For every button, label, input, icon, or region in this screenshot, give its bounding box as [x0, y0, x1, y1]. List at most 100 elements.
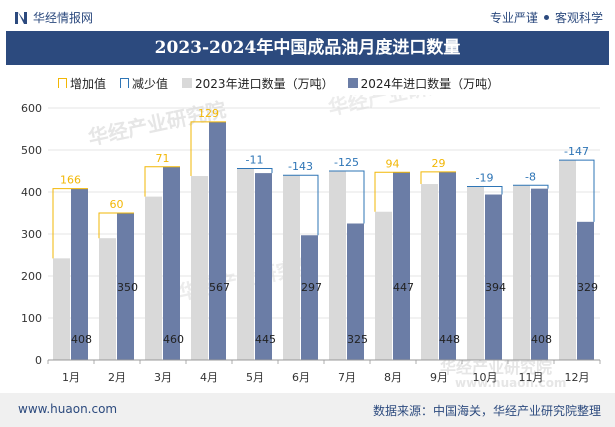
bullet-icon [543, 15, 549, 20]
bar-2023 [421, 184, 438, 360]
bar-2024 [531, 188, 548, 360]
bar-2024 [71, 188, 88, 360]
bar-2023 [237, 168, 254, 360]
bar-2024-value-label: 350 [117, 281, 138, 294]
bar-2024 [301, 235, 318, 360]
x-tick-label: 3月 [154, 371, 172, 384]
bar-2023 [467, 186, 484, 360]
bar-2024 [577, 221, 594, 360]
bar-2024-value-label: 408 [531, 333, 552, 346]
slogan-1: 专业严谨 [489, 11, 538, 25]
y-tick-label: 300 [21, 228, 42, 241]
change-value-label: 71 [156, 152, 170, 165]
x-tick-label: 11月 [519, 371, 544, 384]
x-tick-label: 9月 [430, 371, 448, 384]
slogan-2: 客观科学 [554, 11, 603, 25]
decrease-bracket [467, 186, 503, 195]
x-tick-label: 10月 [473, 371, 498, 384]
y-tick-label: 100 [21, 312, 42, 325]
bar-2024 [485, 194, 502, 360]
increase-bracket [98, 212, 134, 239]
watermark-text: 华经产业研究院 [326, 95, 468, 120]
bar-2024-value-label: 329 [577, 281, 598, 294]
watermark-text: 华经产业研究院 [86, 97, 228, 150]
watermark-url: www.huaon.com [455, 376, 566, 390]
increase-bracket [144, 166, 180, 197]
bar-2023 [191, 176, 208, 360]
decrease-bracket [513, 184, 549, 189]
increase-swatch [58, 78, 67, 88]
legend-item-decrease: 减少值 [120, 75, 168, 92]
footer: www.huaon.com 数据来源：中国海关，华经产业研究院整理 [0, 393, 615, 427]
change-value-label: -11 [246, 153, 264, 166]
change-value-label: 94 [386, 157, 400, 170]
bar-2024-value-label: 394 [485, 281, 506, 294]
bar-2023 [375, 211, 392, 360]
change-value-label: -8 [525, 170, 536, 183]
bar-2023 [329, 171, 346, 360]
bar-2024-value-label: 297 [301, 281, 322, 294]
change-value-label: -19 [476, 172, 494, 185]
bar-2023 [283, 175, 300, 360]
increase-bracket [374, 171, 410, 212]
bar-chart: 华经产业研究院华经产业研究院华经产业研究院华经产业研究院www.huaon.co… [21, 95, 601, 390]
bar-2024-value-label: 447 [393, 281, 414, 294]
chart-legend: 增加值 减少值 2023年进口数量（万吨） 2024年进口数量（万吨） [58, 73, 513, 93]
bar-2023 [559, 160, 576, 360]
series-2024-swatch [347, 78, 358, 88]
x-tick-label: 6月 [292, 371, 310, 384]
x-tick-label: 7月 [338, 371, 356, 384]
bar-2024 [163, 166, 180, 360]
bar-2024-value-label: 408 [71, 333, 92, 346]
bar-2024-value-label: 325 [347, 333, 368, 346]
x-tick-label: 1月 [62, 371, 80, 384]
increase-bracket [52, 188, 88, 259]
change-value-label: 60 [110, 198, 124, 211]
footer-source: 数据来源：中国海关，华经产业研究院整理 [372, 404, 601, 418]
bar-2023 [145, 196, 162, 360]
change-value-label: -125 [334, 156, 359, 169]
x-tick-label: 4月 [200, 371, 218, 384]
x-tick-label: 12月 [565, 371, 590, 384]
bar-2024-value-label: 460 [163, 333, 184, 346]
change-value-label: -147 [564, 145, 589, 158]
y-tick-label: 600 [21, 102, 42, 115]
change-value-label: 29 [432, 157, 446, 170]
bar-2024 [255, 173, 272, 360]
top-bar: 华经情报网 专业严谨 客观科学 [0, 0, 615, 34]
change-value-label: 129 [198, 107, 219, 120]
y-tick-label: 500 [21, 144, 42, 157]
legend-label-decrease: 减少值 [132, 76, 169, 91]
decrease-swatch [120, 78, 130, 88]
bar-2023 [53, 258, 70, 360]
brand-name: 华经情报网 [33, 11, 94, 25]
footer-website[interactable]: www.huaon.com [18, 402, 118, 416]
x-tick-label: 8月 [384, 371, 402, 384]
bar-2023 [99, 238, 116, 360]
legend-item-2023: 2023年进口数量（万吨） [182, 75, 334, 92]
legend-label-2024: 2024年进口数量（万吨） [360, 76, 500, 91]
decrease-bracket [329, 170, 365, 224]
legend-label-2023: 2023年进口数量（万吨） [195, 76, 334, 91]
bar-2024 [347, 223, 364, 360]
change-value-label: 166 [60, 174, 81, 187]
increase-bracket [190, 121, 226, 177]
decrease-bracket [237, 167, 273, 174]
watermark-text: 华经产业研究院 [440, 358, 552, 377]
brand: 华经情报网 [14, 9, 93, 26]
bar-2024 [209, 121, 226, 360]
y-tick-label: 0 [35, 354, 42, 367]
legend-item-2024: 2024年进口数量（万吨） [347, 75, 500, 92]
increase-bracket [420, 171, 456, 185]
bar-2024 [117, 213, 134, 360]
y-tick-label: 400 [21, 186, 42, 199]
bar-2024 [393, 172, 410, 360]
series-2023-swatch [182, 78, 193, 88]
bar-2024 [439, 171, 456, 360]
logo-icon [14, 11, 28, 25]
chart-title: 2023-2024年中国成品油月度进口数量 [6, 31, 609, 65]
bar-2024-value-label: 445 [255, 333, 276, 346]
x-tick-label: 5月 [246, 371, 264, 384]
change-value-label: -143 [288, 160, 313, 173]
legend-label-increase: 增加值 [70, 76, 107, 91]
